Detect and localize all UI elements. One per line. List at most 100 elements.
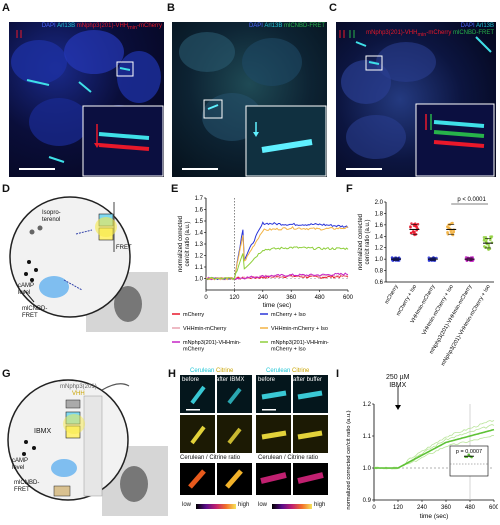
h-right-header: Cerulean Citrine [266,368,310,374]
f-y-tick-label: 1.6 [375,223,384,229]
schematic-d [9,196,168,332]
i-x-axis-label: time (sec) [420,513,449,520]
e-legend-label: VHHmin-mCherry [183,326,227,332]
i-inset-frame [449,445,489,477]
f-point [482,235,486,239]
i-inset-point [467,453,470,456]
label-ibmx-g: IBMX [34,428,52,435]
f-point [416,222,420,226]
e-legend-label: mNphp3(201)-VHHmin-mCherry + Iso [271,340,329,353]
panel-label-g: G [2,368,11,380]
e-y-tick-label: 1.4 [195,231,204,237]
label-fret-d: FRET [116,245,132,251]
panel-label-c: C [329,2,337,14]
e-y-axis-label: normalized correctedcer/cit ratio (a.u.) [178,216,191,272]
label-camp-g: cAMP level [12,458,29,471]
f-point [446,225,449,229]
f-point [450,221,453,225]
colorbar-right-low: low [258,502,268,508]
i-y-tick-label: 1.2 [363,402,372,408]
f-point [451,233,454,236]
panel-label-h: H [168,368,176,380]
f-point [410,222,413,225]
label-isoproterenol: Isopro- terenol [42,210,61,223]
title-b: DAPI Arl13B mlCNBD-FRET [248,23,325,29]
e-x-tick-label: 240 [258,295,269,301]
f-point [391,256,394,260]
f-y-axis-label: normalized correctedcer/cit ratio (a.u.) [358,214,371,270]
e-x-tick-label: 0 [204,295,208,301]
title-c: DAPI Arl13B mNphp3(201)-VHHmin-mCherry m… [366,23,494,39]
micrograph-a-cells [11,30,164,177]
e-x-tick-label: 120 [229,295,240,301]
label-camp-d: cAMP level [18,283,35,296]
i-y-tick-label: 1.0 [363,466,372,472]
colorbar-right-high: high [314,502,326,508]
i-y-axis-label: normalized corrected cer/cit ratio (a.u.… [346,410,352,509]
e-x-tick-label: 480 [315,295,326,301]
f-y-tick-label: 1.8 [375,211,384,217]
f-point [482,239,486,242]
f-y-tick-label: 0.6 [375,280,384,286]
i-x-tick-label: 600 [489,505,498,511]
f-point [409,225,412,228]
i-x-tick-label: 240 [417,505,428,511]
h-right-before: before [258,377,276,383]
line-chart-e: 1.0 1.1 1.2 1.3 1.4 1.5 1.6 1.7 0 120 240 360 480 600… [172,196,354,353]
h-left-header: Cerulean Citrine [190,368,234,374]
f-point [484,235,488,239]
h-left-after: after IBMX [216,377,245,383]
micrograph-b: DAPI Arl13B mlCNBD-FRET [172,22,327,177]
micrograph-c: DAPI Arl13B mNphp3(201)-VHHmin-mCherry m… [336,22,496,177]
f-point [489,238,492,242]
e-legend-label: mCherry [183,312,204,318]
e-x-tick-label: 600 [343,295,354,301]
label-sensor-g: mlCNBD- FRET [14,480,40,493]
f-y-tick-label: 1.4 [375,234,384,240]
e-y-tick-label: 1.0 [195,277,204,283]
f-y-tick-label: 1.0 [375,257,384,263]
panel-label-f: F [346,183,353,195]
i-x-tick-label: 480 [465,505,476,511]
i-arrow-head [395,405,401,410]
h-ratio-title-right: Cerulean / Citrine ratio [258,455,319,461]
panel-label-d: D [2,183,10,195]
h-left-before: before [182,377,200,383]
i-x-tick-label: 120 [393,505,404,511]
h-right-images [256,375,328,495]
h-right-after: after buffer [293,377,322,383]
f-x-tick-label: mCherry [384,284,400,305]
label-sensor-d: mlCNBD- FRET [22,306,48,319]
i-inset-pvalue: p = 0.0007 [456,449,482,455]
panel-label-e: E [171,183,179,195]
e-legend-label: VHHmin-mCherry + Iso [271,326,328,332]
f-point [410,231,413,235]
f-point [414,224,418,228]
panel-label-b: B [167,2,175,14]
micrograph-a: DAPI Arl13B mNphp3(201)-VHHmin-mCherry [9,22,164,177]
title-a: DAPI Arl13B mNphp3(201)-VHHmin-mCherry [41,23,162,32]
scatter-chart-f: 0.6 0.8 1.0 1.2 1.4 1.6 1.8 2.0 normalized corre… [358,197,494,367]
e-x-tick-label: 360 [286,295,297,301]
panel-label-i: I [336,368,340,380]
e-legend-label: mNphp3(201)-VHHmin-mCherry [183,340,241,353]
f-point [435,256,438,260]
colorbar-left-low: low [182,502,192,508]
e-y-tick-label: 1.5 [195,219,204,225]
colorbar-left [196,504,236,509]
e-legend-label: mCherry + Iso [271,312,306,318]
micrograph-b-cells [179,32,327,177]
i-y-tick-label: 0.9 [363,498,372,504]
e-y-tick-label: 1.6 [195,208,204,214]
e-y-tick-label: 1.1 [195,265,204,271]
f-point [452,230,456,234]
annotation-ibmx: 250 µM IBMX [386,374,410,389]
label-vhh-g: VHH [72,391,85,397]
i-x-tick-label: 360 [441,505,452,511]
i-replicate-line [373,420,495,469]
e-y-tick-label: 1.3 [195,242,204,248]
e-y-tick-label: 1.2 [195,254,204,260]
panel-label-a: A [2,2,10,14]
f-point [482,245,486,248]
i-y-tick-label: 1.1 [363,434,372,440]
